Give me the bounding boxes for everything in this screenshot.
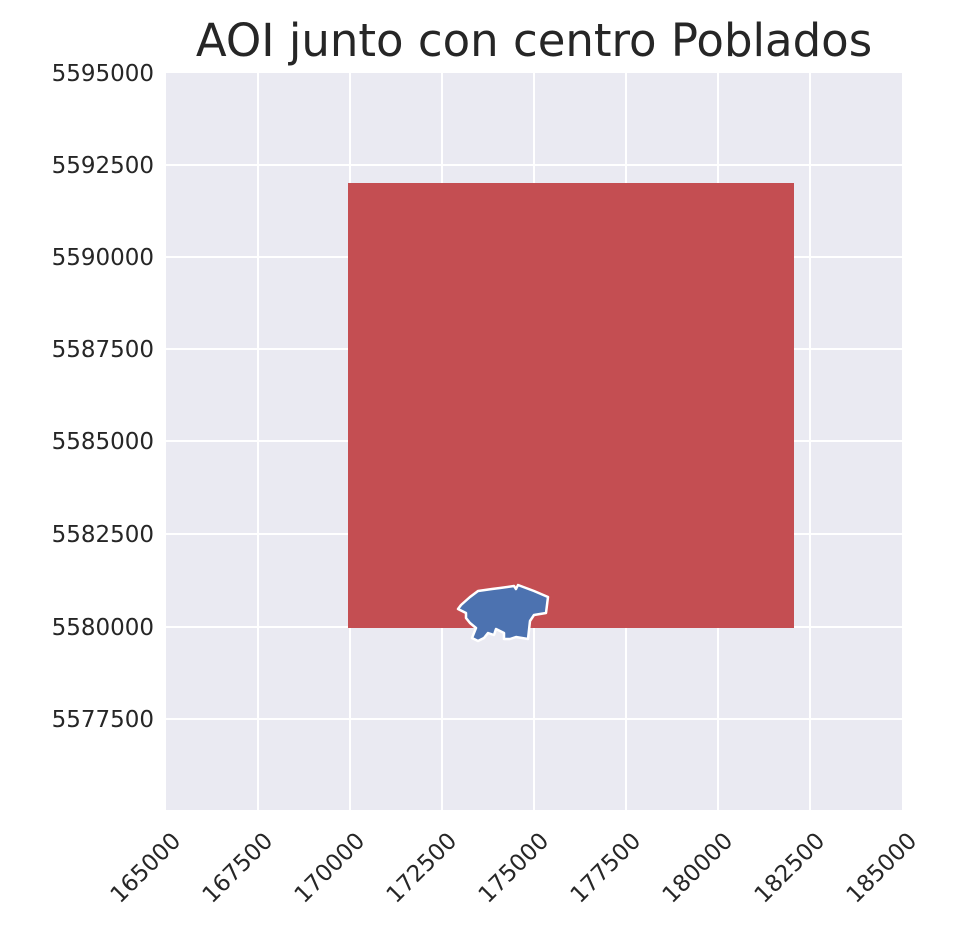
x-tick-label: 180000 — [657, 828, 739, 909]
y-tick-label: 5585000 — [51, 429, 154, 455]
x-tick-label: 185000 — [841, 828, 923, 909]
x-tick-label: 182500 — [749, 828, 831, 909]
x-tick-label: 167500 — [197, 828, 279, 909]
aoi-rectangle — [348, 183, 794, 628]
y-tick-label: 5577500 — [51, 707, 154, 733]
y-tick-label: 5595000 — [51, 61, 154, 87]
plot-area — [166, 73, 902, 810]
x-tick-label: 175000 — [473, 828, 555, 909]
grid-line-y — [166, 164, 902, 166]
y-tick-label: 5587500 — [51, 337, 154, 363]
x-tick-label: 170000 — [289, 828, 371, 909]
y-tick-label: 5582500 — [51, 522, 154, 548]
y-tick-label: 5590000 — [51, 245, 154, 271]
x-tick-label: 177500 — [565, 828, 647, 909]
y-tick-label: 5592500 — [51, 153, 154, 179]
centro-poblado-polygon — [456, 583, 550, 643]
x-tick-label: 165000 — [105, 828, 187, 909]
y-tick-label: 5580000 — [51, 615, 154, 641]
x-tick-label: 172500 — [381, 828, 463, 909]
grid-line-y — [166, 718, 902, 720]
chart-title: AOI junto con centro Poblados — [195, 14, 873, 67]
